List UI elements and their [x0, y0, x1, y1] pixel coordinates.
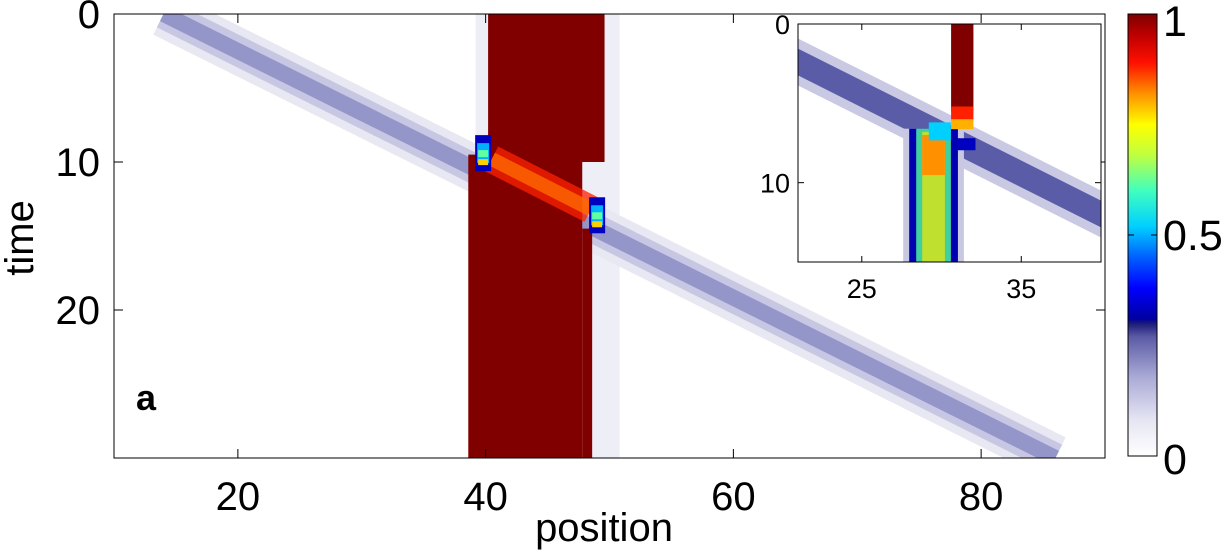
- inset-heatmap: 25 35 0 10: [760, 10, 1102, 304]
- inset-spot-left: [928, 122, 951, 141]
- x-tick-label-80: 80: [959, 475, 1004, 519]
- x-axis-label: position: [535, 506, 673, 550]
- band-block-upper: [488, 14, 605, 162]
- band-block-edge: [582, 228, 593, 458]
- y-tick-label-0: 0: [78, 0, 100, 37]
- inset-upper-column-tip: [951, 106, 974, 121]
- y-tick-label-20: 20: [56, 289, 101, 333]
- colorbar-tick-label-0: 0: [1163, 436, 1187, 484]
- x-tick-label-20: 20: [216, 475, 261, 519]
- y-axis-label: time: [0, 200, 42, 276]
- spot-2-core: [592, 212, 603, 220]
- main-plot-frame: [113, 13, 1106, 459]
- inset-spot-right: [957, 138, 976, 151]
- spot-1-tail: [478, 159, 489, 166]
- inset-frame: [797, 23, 1102, 263]
- x-tick-label-60: 60: [711, 475, 756, 519]
- panel-label: a: [136, 377, 157, 418]
- spot-2-tail: [592, 221, 603, 228]
- x-tick-label-40: 40: [463, 475, 508, 519]
- inset-upper-column-tip2: [951, 119, 974, 130]
- colorbar-tick-label-1: 1: [1163, 0, 1187, 46]
- inset-y-tick-label-0: 0: [775, 10, 790, 40]
- inset-upper-column: [951, 24, 974, 112]
- inset-x-tick-label-25: 25: [847, 274, 877, 304]
- streak-core: [488, 152, 595, 216]
- colorbar-tick-label-0.5: 0.5: [1163, 212, 1221, 260]
- track-core: [159, 14, 1060, 458]
- inset-column-top: [922, 135, 945, 176]
- colorbar: 00.51: [1127, 0, 1221, 484]
- inset-y-tick-label-10: 10: [760, 169, 790, 199]
- spot-1-core: [478, 150, 489, 158]
- inset-x-tick-label-35: 35: [1006, 274, 1036, 304]
- y-tick-label-10: 10: [56, 141, 101, 185]
